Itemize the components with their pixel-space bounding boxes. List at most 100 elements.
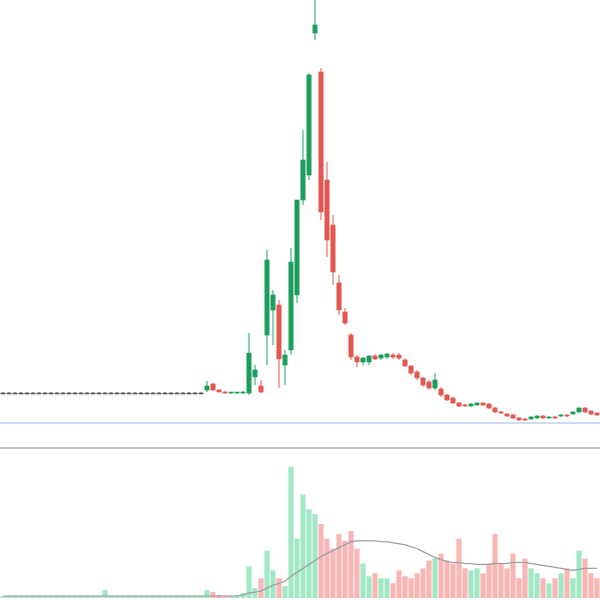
candle-body: [432, 379, 438, 389]
volume-bar: [48, 596, 54, 598]
volume-bar: [546, 583, 552, 598]
volume-bar: [78, 596, 84, 598]
candle-body: [132, 392, 138, 395]
volume-bar: [114, 596, 120, 598]
volume-bar: [300, 494, 306, 598]
volume-bar: [30, 596, 36, 598]
volume-bar: [204, 590, 210, 598]
volume-bar: [168, 596, 174, 598]
volume-bar: [480, 573, 486, 598]
volume-bar: [24, 596, 30, 598]
candle-body: [162, 392, 168, 395]
candle-body: [282, 354, 288, 366]
candle-body: [474, 402, 480, 406]
candle-body: [60, 392, 66, 395]
candle-body: [402, 359, 408, 367]
candle-body: [150, 392, 156, 395]
candle-body: [108, 392, 114, 395]
volume-bar: [108, 596, 114, 598]
volume-bar: [150, 596, 156, 598]
candle-body: [36, 392, 42, 395]
volume-bar: [462, 568, 468, 598]
volume-bar: [348, 530, 354, 598]
candle-body: [534, 415, 540, 419]
candle-body: [516, 417, 522, 421]
candle-body: [540, 415, 546, 419]
candle-body: [564, 414, 570, 417]
volume-bar: [372, 573, 378, 598]
candle-body: [114, 392, 120, 395]
candle-body: [372, 355, 378, 360]
volume-bar: [588, 573, 594, 598]
candle-body: [468, 403, 474, 407]
candle-body: [6, 392, 12, 395]
candle-body: [462, 404, 468, 407]
volume-bar: [486, 563, 492, 598]
candle-body: [12, 392, 18, 395]
candle-body: [30, 392, 36, 395]
candle-body: [84, 392, 90, 395]
volume-bar: [576, 550, 582, 598]
volume-bar: [414, 573, 420, 598]
candle-body: [312, 24, 318, 34]
candle-body: [492, 407, 498, 413]
volume-bar: [294, 538, 300, 598]
candle-body: [510, 414, 516, 419]
volume-bar: [444, 560, 450, 598]
volume-bar: [186, 596, 192, 598]
candle-body: [288, 261, 294, 351]
volume-bar: [432, 558, 438, 598]
candle-body: [264, 259, 270, 336]
candle-body: [120, 392, 126, 395]
candle-body: [210, 383, 216, 391]
volume-bar: [54, 596, 60, 598]
volume-bar: [18, 596, 24, 598]
volume-bar: [312, 514, 318, 598]
volume-bar: [0, 596, 6, 598]
candle-body: [24, 392, 30, 395]
volume-bar: [468, 570, 474, 598]
volume-bar: [60, 596, 66, 598]
candle-body: [174, 392, 180, 395]
candle-body: [366, 355, 372, 363]
candle-body: [426, 381, 432, 389]
candle-body: [246, 352, 252, 394]
candle-body: [192, 392, 198, 395]
volume-bar: [330, 548, 336, 598]
volume-bar: [516, 578, 522, 598]
volume-bar: [528, 568, 534, 598]
candle-body: [258, 385, 264, 393]
volume-bar: [390, 583, 396, 598]
volume-bar: [450, 563, 456, 598]
volume-bar: [426, 560, 432, 598]
volume-bar: [474, 568, 480, 598]
volume-bar: [384, 578, 390, 598]
volume-bar: [498, 563, 504, 598]
volume-bar: [408, 578, 414, 598]
volume-bar: [162, 596, 168, 598]
volume-bar: [354, 548, 360, 598]
candle-body: [348, 334, 354, 358]
volume-bar: [222, 596, 228, 598]
candle-body: [318, 71, 324, 213]
candle-body: [294, 199, 300, 296]
volume-bar: [336, 533, 342, 598]
candle-body: [408, 365, 414, 374]
candle-body: [0, 392, 6, 395]
volume-bar: [228, 596, 234, 598]
candle-body: [42, 392, 48, 395]
volume-bar: [12, 596, 18, 598]
candle-body: [324, 179, 330, 241]
candle-body: [576, 407, 582, 413]
volume-bar: [210, 592, 216, 598]
candle-body: [336, 282, 342, 311]
volume-bar: [192, 596, 198, 598]
volume-bar: [306, 509, 312, 598]
candle-body: [546, 416, 552, 419]
volume-bar: [534, 573, 540, 598]
candle-body: [450, 397, 456, 404]
volume-bar: [66, 596, 72, 598]
candle-body: [342, 311, 348, 324]
volume-bar: [180, 596, 186, 598]
